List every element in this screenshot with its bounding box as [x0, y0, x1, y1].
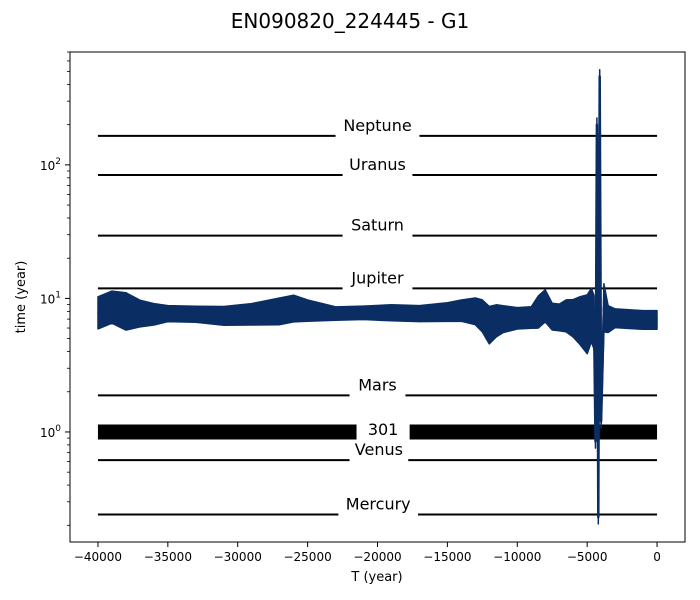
series-point: [551, 315, 554, 318]
series-point: [446, 311, 449, 313]
x-tick-label: −5000: [567, 550, 608, 564]
series-point: [362, 312, 365, 314]
series-point: [292, 307, 295, 310]
reference-label-7: Mercury: [346, 494, 411, 513]
series-point: [565, 315, 567, 317]
series-point: [502, 318, 505, 320]
series-point: [642, 319, 644, 321]
series-point: [537, 311, 540, 313]
series-point: [597, 516, 600, 519]
series-point: [530, 316, 533, 319]
reference-label-2: Saturn: [351, 216, 404, 235]
series-point: [306, 309, 309, 312]
series-point: [600, 420, 602, 423]
series-point: [594, 440, 597, 443]
x-tick-label: −15000: [423, 550, 471, 564]
series-point: [222, 315, 225, 317]
reference-label-6: Venus: [355, 440, 403, 459]
reference-label-3: Jupiter: [350, 268, 404, 287]
y-tick-exponent: 2: [55, 157, 61, 167]
series-point: [418, 312, 421, 315]
series-point: [590, 314, 593, 316]
y-tick-exponent: 0: [55, 424, 61, 434]
reference-label-1: Uranus: [349, 155, 406, 174]
series-point: [558, 316, 561, 319]
series-point: [544, 305, 547, 307]
series-point: [607, 318, 609, 320]
series-point: [488, 324, 491, 327]
reference-label-0: Neptune: [343, 116, 411, 135]
x-tick-label: −25000: [283, 550, 331, 564]
series-point: [579, 319, 581, 322]
series-line-0: [97, 75, 657, 519]
series-point: [167, 312, 169, 315]
x-axis-label: T (year): [350, 570, 402, 585]
series-point: [97, 312, 99, 314]
y-tick-label: 100: [40, 424, 61, 440]
x-tick-label: −40000: [74, 550, 122, 564]
series-point: [460, 309, 463, 312]
y-tick-label: 102: [40, 157, 61, 173]
series-point: [572, 317, 574, 320]
series-point: [481, 315, 484, 317]
series-point: [390, 312, 393, 314]
x-tick-label: −35000: [144, 550, 192, 564]
series-point: [250, 313, 253, 316]
y-tick-exponent: 1: [55, 290, 61, 300]
series-point: [586, 323, 588, 326]
series-point: [614, 317, 616, 320]
series-point: [139, 312, 141, 315]
series-point: [603, 307, 605, 309]
x-tick-label: −30000: [214, 550, 262, 564]
x-tick-label: −10000: [493, 550, 541, 564]
x-tick-label: 0: [653, 550, 661, 564]
y-tick-label: 101: [40, 290, 61, 306]
series-point: [593, 321, 595, 324]
series-point: [495, 319, 498, 322]
series-point: [125, 310, 127, 313]
reference-label-4: Mars: [358, 375, 397, 394]
x-tick-label: −20000: [353, 550, 401, 564]
series-point: [278, 310, 281, 313]
series-point: [194, 313, 197, 316]
series-point: [596, 123, 598, 126]
chart-title: EN090820_224445 - G1: [231, 9, 469, 33]
series-point: [598, 75, 601, 78]
series-point: [628, 318, 630, 320]
series-point: [334, 312, 337, 315]
series-point: [656, 319, 658, 321]
series-point: [153, 313, 155, 316]
reference-label-5: 301: [368, 420, 399, 439]
y-axis-label: time (year): [14, 261, 29, 334]
series-point: [111, 306, 113, 308]
series-point: [474, 310, 477, 313]
series-band-0: [97, 68, 658, 525]
series-point: [516, 317, 519, 320]
